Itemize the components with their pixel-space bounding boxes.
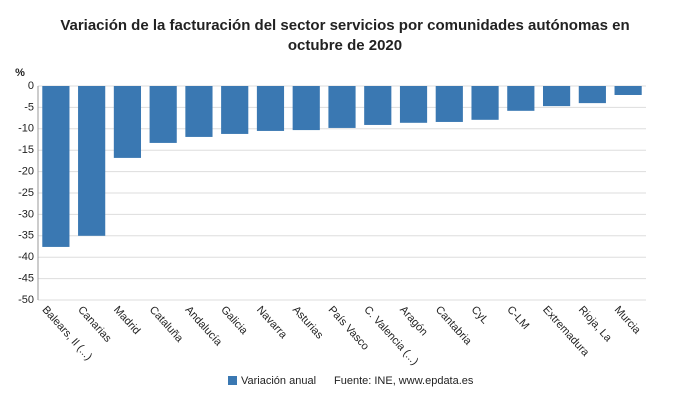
bar <box>578 86 606 104</box>
bar <box>292 86 320 131</box>
bar <box>78 86 106 236</box>
y-unit: % <box>15 67 25 79</box>
x-tick-label: CyL <box>469 304 491 327</box>
bar <box>42 86 70 247</box>
x-tick-label: Cataluña <box>147 304 186 345</box>
y-tick-label: -50 <box>18 294 34 306</box>
bar <box>542 86 571 107</box>
bar <box>399 86 428 123</box>
bar <box>221 86 249 134</box>
x-tick-label: Madrid <box>111 304 142 337</box>
y-tick-label: -10 <box>18 123 34 135</box>
x-tick-label: Aragón <box>397 304 430 338</box>
legend-label: Variación anual <box>241 375 316 387</box>
x-tick-label: Galicia <box>218 304 250 338</box>
x-tick-label: Asturias <box>290 304 326 342</box>
bar <box>113 86 142 158</box>
x-tick-label: Cantabria <box>433 304 474 348</box>
y-tick-label: -25 <box>18 187 34 199</box>
y-tick-label: -40 <box>18 251 34 263</box>
x-tick-label: Murcia <box>612 304 644 337</box>
chart-title: octubre de 2020 <box>288 37 402 54</box>
bar <box>364 86 392 125</box>
bar <box>614 86 642 95</box>
y-tick-label: -45 <box>18 273 34 285</box>
legend-swatch <box>228 376 237 385</box>
y-tick-label: 0 <box>28 80 34 92</box>
y-tick-label: -15 <box>18 144 34 156</box>
y-tick-label: -35 <box>18 230 34 242</box>
bar <box>328 86 356 128</box>
y-tick-label: -5 <box>24 101 34 113</box>
x-tick-label: C-LM <box>504 304 531 332</box>
bar <box>185 86 213 137</box>
bar <box>435 86 463 122</box>
bar <box>507 86 535 111</box>
bar <box>256 86 285 131</box>
bar <box>149 86 177 143</box>
x-tick-label: Navarra <box>254 304 290 342</box>
chart-title: Variación de la facturación del sector s… <box>60 17 629 34</box>
y-tick-label: -20 <box>18 166 34 178</box>
bar <box>471 86 499 120</box>
source: Fuente: INE, www.epdata.es <box>334 375 474 387</box>
y-tick-label: -30 <box>18 208 34 220</box>
